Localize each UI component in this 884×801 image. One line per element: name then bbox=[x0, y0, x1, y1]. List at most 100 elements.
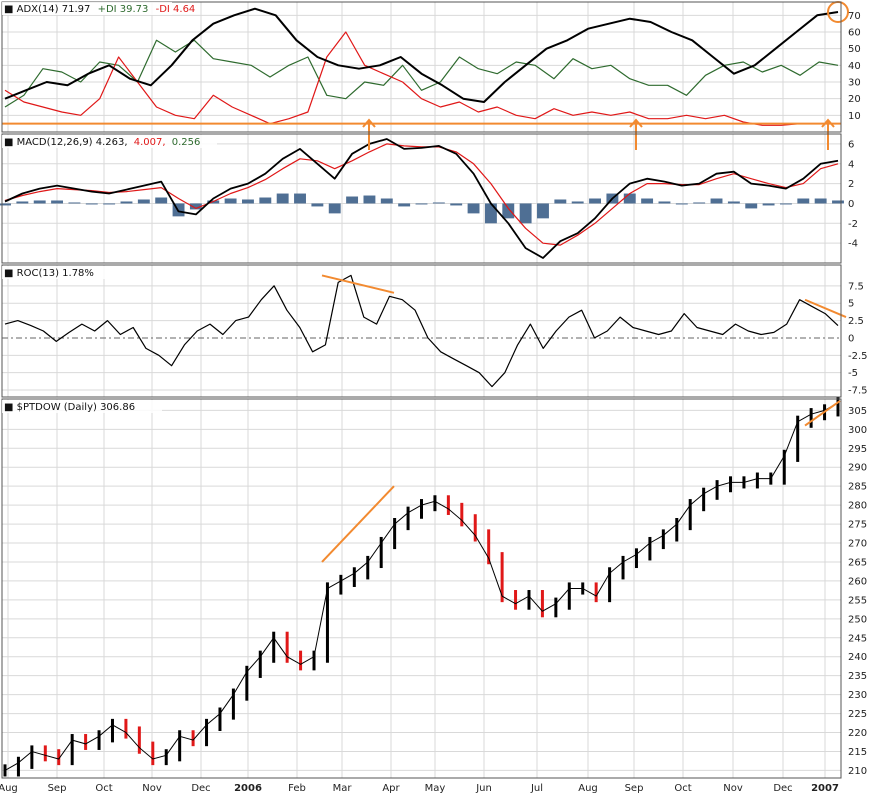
panel-backgrounds bbox=[2, 2, 841, 778]
macd-histogram-bar bbox=[33, 200, 46, 204]
macd-histogram-bar bbox=[137, 199, 150, 204]
macd-histogram-bar bbox=[155, 197, 168, 204]
arrow-up-icon bbox=[629, 118, 643, 150]
x-tick-label: Oct bbox=[95, 783, 112, 794]
adx-title: ■ ADX(14) 71.97 +DI 39.73 -DI 4.64 bbox=[4, 4, 195, 15]
y-tick-label: 270 bbox=[848, 539, 867, 550]
panel-frame-0 bbox=[1, 1, 842, 133]
macd-histogram-bar bbox=[762, 203, 775, 206]
macd-histogram-bar bbox=[85, 203, 98, 205]
y-tick-label: 225 bbox=[848, 709, 867, 720]
y-tick-label: 220 bbox=[848, 728, 867, 739]
axis-labels: 10 20 30 40 50 60 70 -4 -2 0 2 4 6 -7.5 -5 -2.5 0 2.5 5 7.5… bbox=[0, 11, 868, 794]
panel-titles: ■ ADX(14) 71.97 +DI 39.73 -DI 4.64 ■ MAC… bbox=[2, 2, 217, 413]
macd-histogram-bar bbox=[242, 199, 254, 204]
macd-histogram-bar bbox=[589, 198, 601, 204]
y-tick-label: 7.5 bbox=[848, 281, 864, 292]
y-tick-label: 215 bbox=[848, 747, 867, 758]
y-tick-label: 2.5 bbox=[848, 316, 864, 327]
y-tick-label: 240 bbox=[848, 652, 867, 663]
x-tick-label: Sep bbox=[48, 783, 67, 794]
macd-histogram-bar bbox=[328, 203, 341, 214]
macd-histogram-bar bbox=[363, 195, 376, 204]
panel-frame-1 bbox=[1, 133, 842, 264]
y-tick-label: 30 bbox=[848, 78, 861, 89]
y-tick-label: 50 bbox=[848, 44, 861, 55]
macd-histogram-bar bbox=[832, 200, 844, 204]
minus-di-line bbox=[4, 31, 838, 126]
y-tick-label: 305 bbox=[848, 406, 867, 417]
roc-trend-line bbox=[321, 274, 395, 294]
macd-histogram-bar bbox=[380, 198, 393, 204]
y-tick-label: 10 bbox=[848, 111, 861, 122]
y-tick-label: 255 bbox=[848, 595, 867, 606]
adx-line bbox=[4, 7, 839, 103]
macd-histogram-bar bbox=[554, 199, 567, 204]
macd-histogram-bar bbox=[502, 203, 515, 219]
macd-histogram-bar bbox=[51, 200, 64, 204]
arrow-up-icon bbox=[362, 118, 376, 150]
y-tick-label: 0 bbox=[848, 199, 854, 210]
y-tick-label: 295 bbox=[848, 444, 867, 455]
arrow-up-icon bbox=[821, 118, 835, 150]
x-tick-label: Apr bbox=[382, 783, 400, 794]
price-trend-line bbox=[321, 485, 395, 563]
y-tick-label: 60 bbox=[848, 28, 861, 39]
macd-histogram-bar bbox=[120, 201, 133, 204]
y-tick-label: 40 bbox=[848, 61, 861, 72]
y-tick-label: 20 bbox=[848, 94, 861, 105]
macd-histogram-bar bbox=[745, 203, 758, 209]
roc-line bbox=[4, 274, 839, 388]
y-tick-label: 260 bbox=[848, 576, 867, 587]
macd-histogram-bar bbox=[537, 203, 549, 219]
macd-line bbox=[4, 138, 839, 259]
y-tick-label: 210 bbox=[848, 766, 867, 777]
macd-histogram-bar bbox=[259, 197, 272, 204]
y-tick-label: 275 bbox=[848, 520, 867, 531]
price-line bbox=[4, 402, 839, 771]
x-tick-label: Mar bbox=[333, 783, 353, 794]
panel-bg-0 bbox=[2, 2, 841, 132]
x-tick-label: Jun bbox=[475, 783, 492, 794]
macd-histogram-bar bbox=[311, 203, 324, 207]
y-tick-label: 290 bbox=[848, 463, 867, 474]
macd-histogram-bar bbox=[276, 193, 289, 204]
macd-histogram-bar bbox=[779, 203, 792, 205]
macd-histogram-bar bbox=[432, 202, 445, 204]
data-series bbox=[0, 7, 844, 777]
x-tick-label: Aug bbox=[578, 783, 598, 794]
x-tick-label: May bbox=[425, 783, 446, 794]
macd-histogram-bar bbox=[189, 203, 202, 210]
macd-histogram-bar bbox=[415, 203, 428, 205]
y-tick-label: 4 bbox=[848, 159, 854, 170]
x-tick-label: Dec bbox=[191, 783, 210, 794]
roc-title: ■ ROC(13) 1.78% bbox=[4, 268, 94, 279]
y-tick-label: 280 bbox=[848, 501, 867, 512]
y-tick-label: 230 bbox=[848, 690, 867, 701]
x-tick-label: Nov bbox=[723, 783, 743, 794]
plus-di-line bbox=[4, 39, 839, 108]
x-tick-label: Oct bbox=[674, 783, 691, 794]
y-tick-label: 235 bbox=[848, 671, 867, 682]
macd-histogram-bar bbox=[398, 203, 411, 207]
macd-histogram-bar bbox=[797, 198, 810, 204]
macd-histogram-bar bbox=[68, 202, 81, 204]
y-tick-label: -7.5 bbox=[848, 386, 868, 397]
panel-frame-3 bbox=[1, 398, 842, 779]
macd-histogram-bar bbox=[519, 203, 532, 224]
macd-histogram-bar bbox=[571, 201, 584, 204]
macd-signal-line bbox=[4, 143, 839, 246]
y-tick-label: 250 bbox=[848, 614, 867, 625]
price-trend-line bbox=[804, 400, 841, 427]
macd-histogram-bar bbox=[103, 203, 116, 205]
x-tick-label: Dec bbox=[773, 783, 792, 794]
macd-histogram-bar bbox=[467, 203, 480, 214]
y-tick-label: 70 bbox=[848, 11, 861, 22]
panel-bg-3 bbox=[2, 399, 841, 778]
macd-histogram-bar bbox=[16, 201, 29, 204]
macd-histogram-bar bbox=[623, 193, 636, 204]
y-tick-label: -4 bbox=[848, 239, 858, 250]
macd-histogram-bar bbox=[814, 198, 827, 204]
y-tick-label: 265 bbox=[848, 557, 867, 568]
